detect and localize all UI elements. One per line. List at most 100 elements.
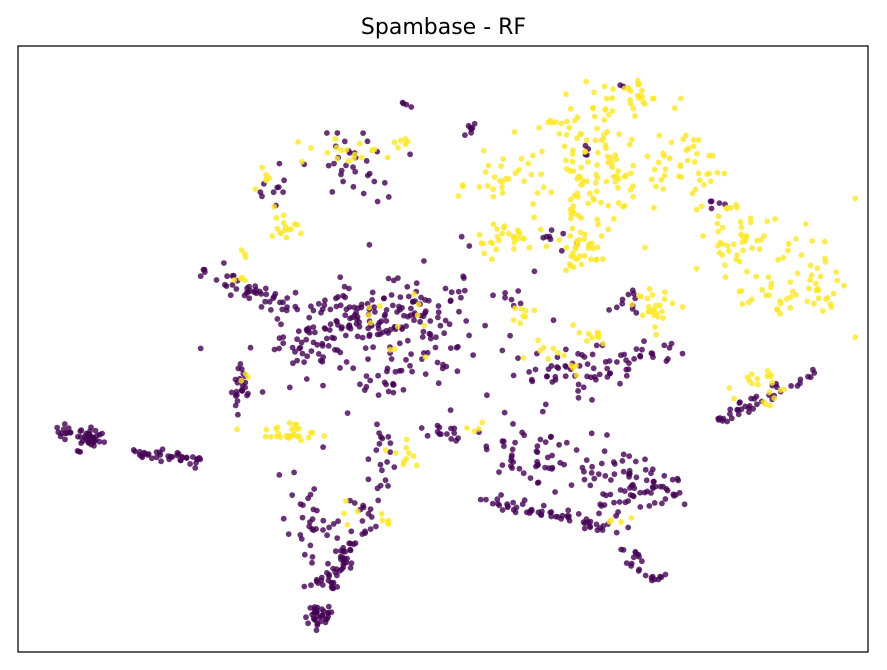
scatter-point xyxy=(327,306,334,313)
scatter-point xyxy=(707,178,714,185)
scatter-point xyxy=(660,186,667,192)
scatter-point xyxy=(373,447,380,453)
scatter-point xyxy=(252,283,259,290)
scatter-point xyxy=(490,193,497,200)
scatter-point xyxy=(650,478,657,485)
scatter-point xyxy=(245,374,252,380)
scatter-point xyxy=(510,499,516,506)
scatter-point xyxy=(96,438,103,445)
scatter-point xyxy=(496,237,502,244)
scatter-point xyxy=(577,173,583,180)
scatter-point xyxy=(400,386,407,393)
scatter-point xyxy=(319,342,326,349)
scatter-point xyxy=(547,509,554,516)
scatter-point xyxy=(787,279,794,285)
scatter-point xyxy=(310,339,317,346)
scatter-point xyxy=(369,297,375,303)
scatter-point xyxy=(512,439,518,446)
scatter-point xyxy=(61,421,68,427)
scatter-point xyxy=(516,465,523,472)
scatter-point xyxy=(646,503,653,509)
scatter-point xyxy=(753,393,760,400)
scatter-point xyxy=(675,477,682,484)
scatter-point xyxy=(313,608,319,615)
scatter-point xyxy=(742,403,749,410)
scatter-point xyxy=(232,402,239,409)
scatter-point xyxy=(303,336,310,343)
scatter-point xyxy=(442,285,449,292)
scatter-point xyxy=(604,432,610,438)
scatter-point xyxy=(238,377,245,384)
scatter-point xyxy=(646,308,653,315)
scatter-point xyxy=(575,511,582,517)
scatter-point xyxy=(683,147,690,154)
scatter-point xyxy=(641,338,647,345)
scatter-point xyxy=(62,436,68,443)
scatter-point xyxy=(587,482,594,489)
scatter-point xyxy=(460,273,467,280)
scatter-point xyxy=(380,295,387,302)
scatter-point xyxy=(279,306,286,313)
scatter-point xyxy=(418,294,424,301)
scatter-point xyxy=(424,432,431,439)
scatter-point xyxy=(500,438,507,445)
scatter-point xyxy=(609,164,616,171)
scatter-point xyxy=(363,373,370,379)
scatter-point xyxy=(493,246,500,253)
scatter-point xyxy=(314,622,321,628)
scatter-point xyxy=(333,303,340,310)
scatter-point xyxy=(396,340,403,347)
scatter-point xyxy=(656,132,663,139)
scatter-point xyxy=(662,289,668,296)
scatter-point xyxy=(746,409,752,415)
scatter-point xyxy=(228,389,235,396)
scatter-point xyxy=(494,226,500,232)
scatter-point xyxy=(595,149,601,156)
scatter-point xyxy=(628,100,634,107)
scatter-point xyxy=(229,282,236,288)
scatter-point xyxy=(234,398,241,404)
scatter-point xyxy=(366,304,373,311)
scatter-point xyxy=(644,153,651,160)
scatter-point xyxy=(823,296,829,302)
scatter-point xyxy=(556,237,563,243)
scatter-point xyxy=(590,245,596,252)
scatter-point xyxy=(613,512,619,519)
scatter-point xyxy=(374,421,380,428)
scatter-point xyxy=(411,291,417,297)
scatter-point xyxy=(276,345,282,352)
scatter-point xyxy=(183,455,190,461)
scatter-point xyxy=(569,158,576,165)
scatter-point xyxy=(633,346,640,352)
scatter-point xyxy=(677,162,684,168)
scatter-point xyxy=(422,308,429,315)
scatter-point xyxy=(290,431,297,438)
scatter-point xyxy=(616,131,623,138)
scatter-point xyxy=(768,284,774,291)
scatter-point xyxy=(321,302,328,308)
scatter-point xyxy=(518,155,525,162)
scatter-point xyxy=(410,453,417,460)
scatter-point xyxy=(414,312,421,318)
scatter-point xyxy=(292,289,299,296)
scatter-point xyxy=(387,449,394,455)
scatter-point xyxy=(355,305,361,312)
scatter-point xyxy=(403,101,410,108)
scatter-point xyxy=(375,325,382,332)
scatter-point xyxy=(569,225,576,232)
scatter-point xyxy=(581,236,587,243)
scatter-point xyxy=(550,345,557,352)
scatter-point xyxy=(383,381,389,388)
scatter-point xyxy=(481,250,488,257)
scatter-point xyxy=(651,166,658,173)
scatter-point xyxy=(540,234,547,241)
scatter-point xyxy=(691,159,698,165)
scatter-point xyxy=(540,502,547,509)
scatter-point xyxy=(447,345,454,351)
scatter-point xyxy=(661,342,668,349)
scatter-point xyxy=(373,523,379,530)
scatter-point xyxy=(500,156,507,162)
scatter-point xyxy=(545,356,552,362)
scatter-point xyxy=(577,229,584,236)
scatter-point xyxy=(744,268,750,275)
